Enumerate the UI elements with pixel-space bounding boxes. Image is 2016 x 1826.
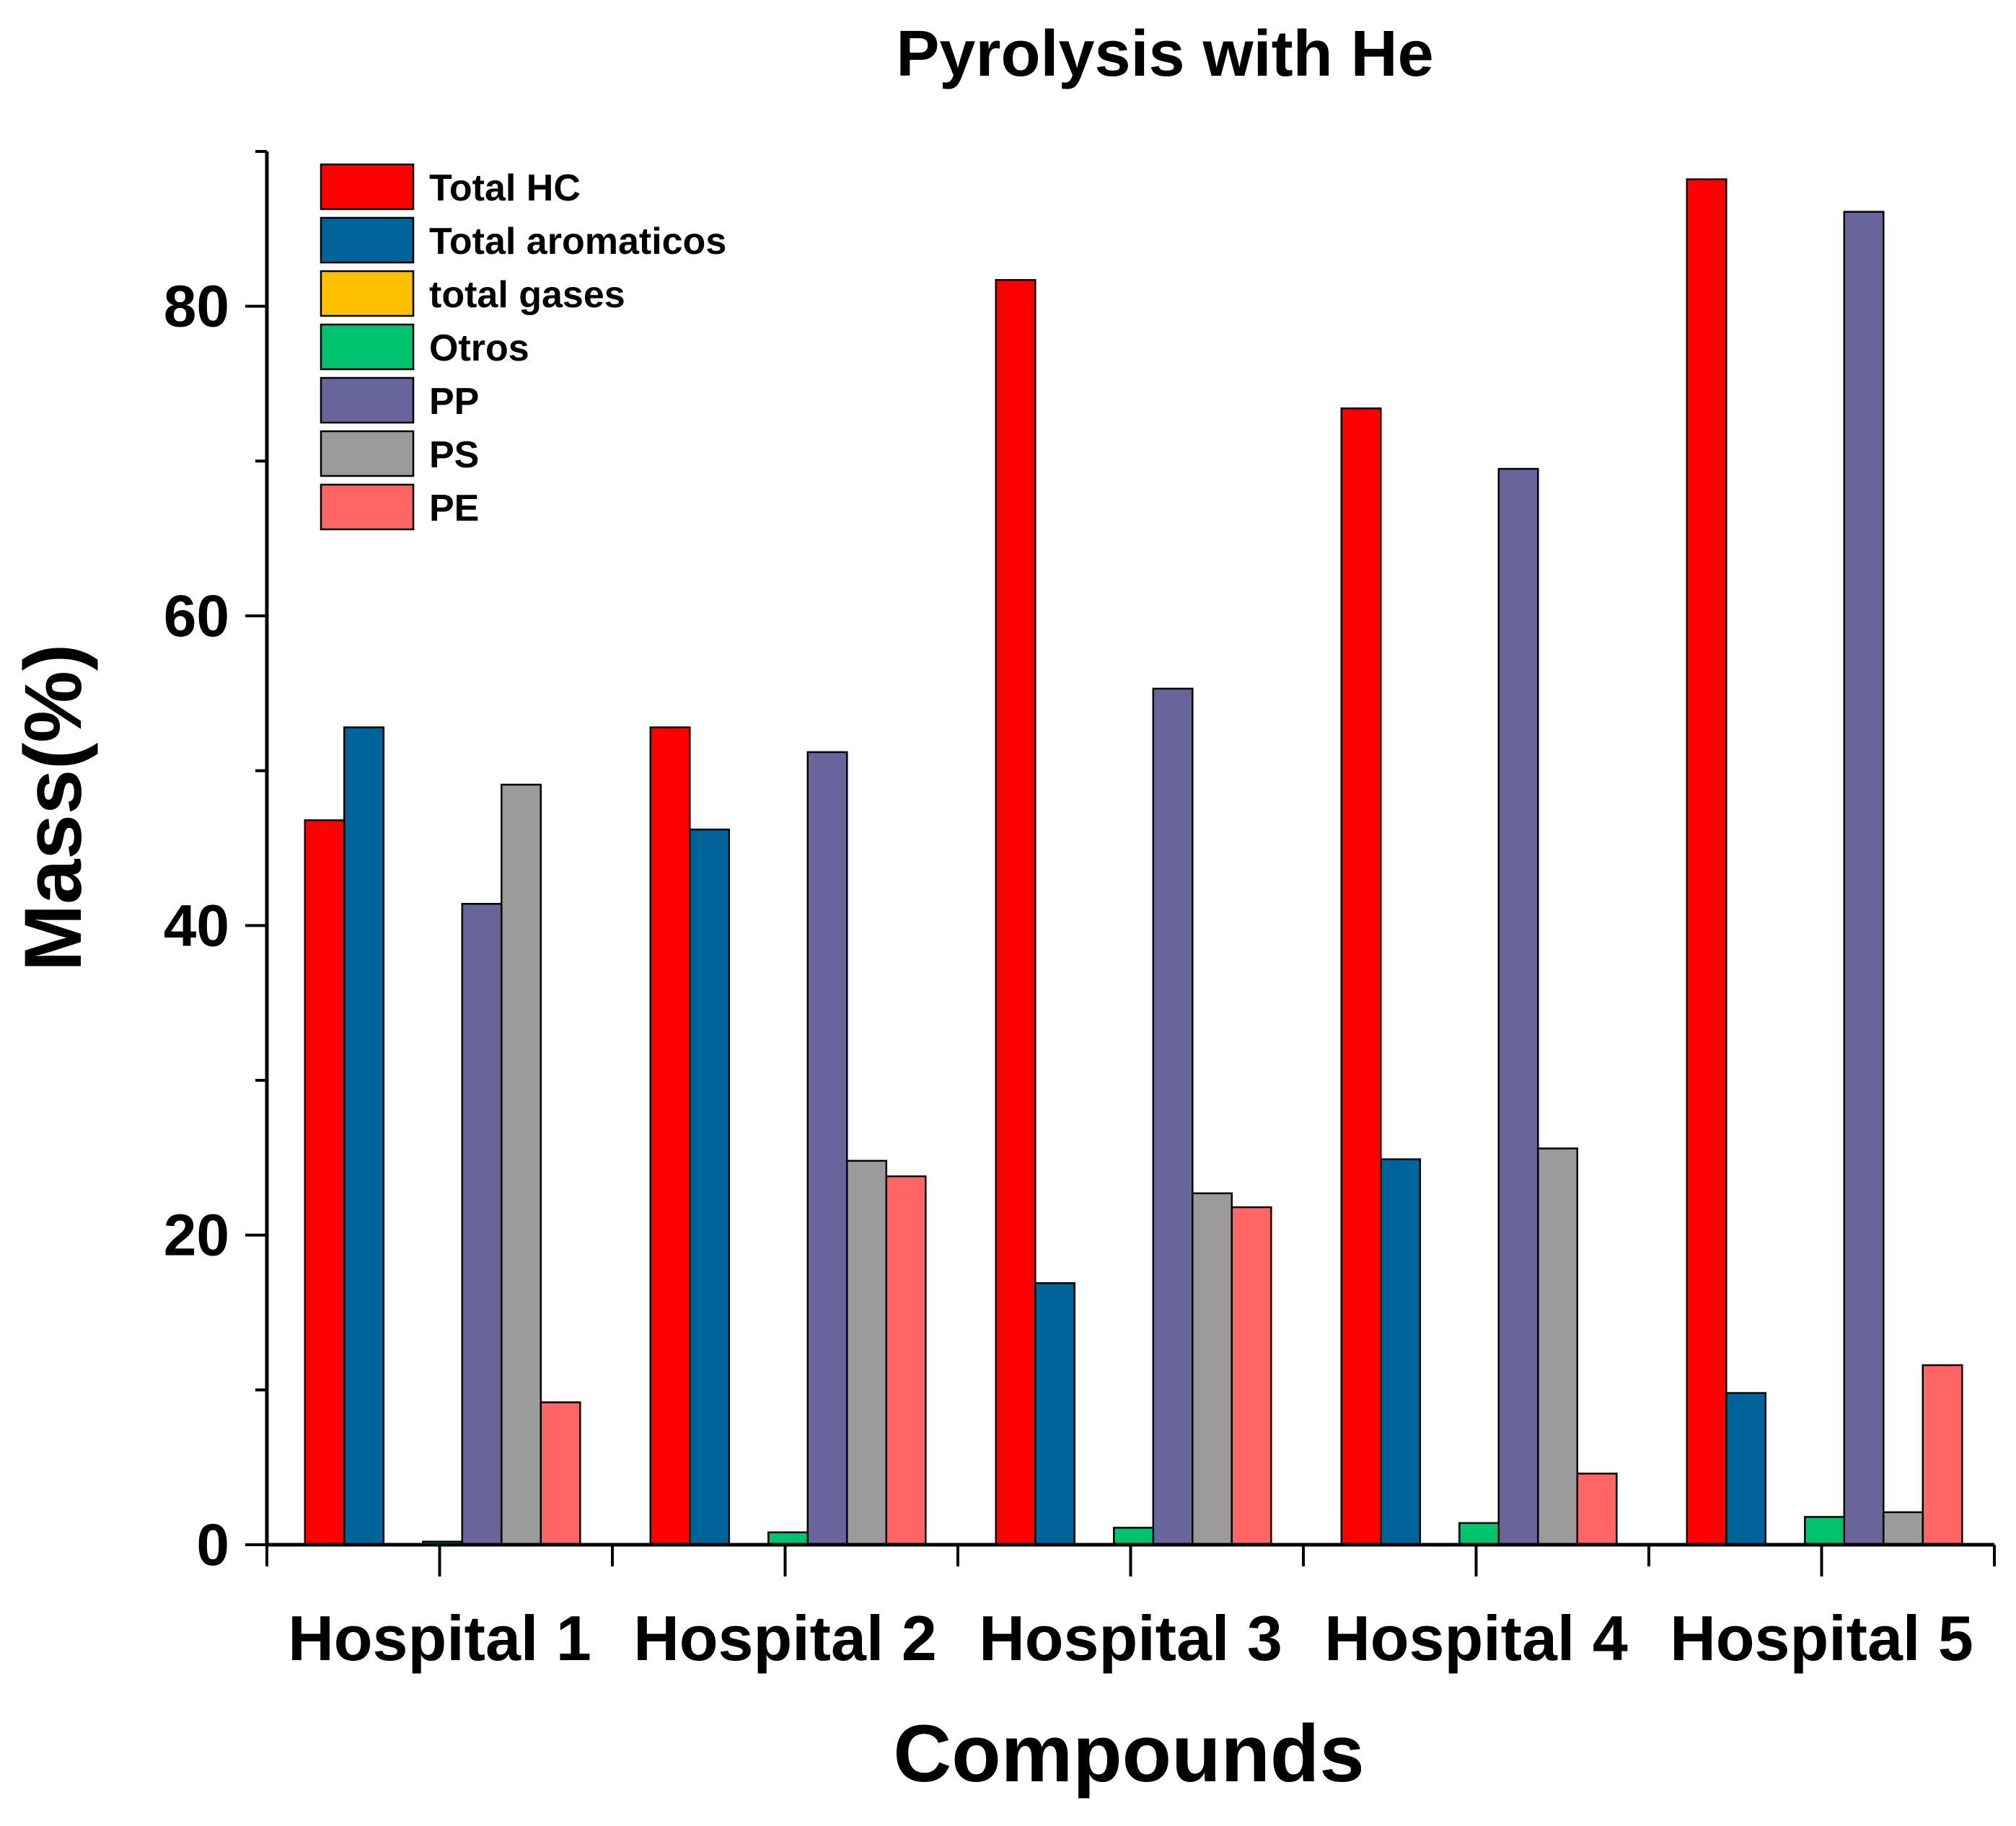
y-tick-label-60: 60 <box>164 583 229 649</box>
legend-label-pp: PP <box>429 381 479 423</box>
y-tick-label-20: 20 <box>164 1203 229 1269</box>
bar-otros-2 <box>767 1531 809 1546</box>
x-tick-label-4: Hospital 4 <box>1324 1602 1628 1674</box>
x-axis-label: Compounds <box>893 1708 1364 1799</box>
bar-pe-5 <box>1922 1364 1963 1546</box>
bar-pp-3 <box>1152 687 1194 1546</box>
bar-total-hc-3 <box>995 278 1036 1546</box>
y-tick-label-0: 0 <box>196 1512 229 1578</box>
bar-total-aromaticos-4 <box>1380 1158 1422 1546</box>
bar-pe-4 <box>1576 1473 1618 1546</box>
bar-pp-4 <box>1497 467 1539 1546</box>
bar-pp-5 <box>1843 211 1885 1546</box>
bar-ps-2 <box>846 1160 888 1546</box>
legend-swatch-total-hc <box>320 163 415 211</box>
bar-total-hc-4 <box>1340 407 1382 1546</box>
legend-label-total-aromaticos: Total aromaticos <box>429 221 726 263</box>
x-tick-label-3: Hospital 3 <box>979 1602 1282 1674</box>
legend: Total HC Total aromaticos total gases Otros… <box>320 163 726 531</box>
bar-total-aromaticos-5 <box>1725 1392 1767 1546</box>
bar-otros-3 <box>1113 1527 1155 1546</box>
bar-otros-5 <box>1804 1516 1846 1546</box>
legend-swatch-total-gases <box>320 270 415 317</box>
legend-swatch-total-aromaticos <box>320 216 415 264</box>
x-tick-label-1: Hospital 1 <box>288 1602 591 1674</box>
bar-pe-1 <box>540 1401 581 1546</box>
legend-swatch-otros <box>320 323 415 371</box>
bar-pp-2 <box>806 751 848 1546</box>
bar-otros-4 <box>1458 1522 1500 1546</box>
bar-ps-4 <box>1537 1147 1579 1546</box>
legend-label-total-hc: Total HC <box>429 167 581 209</box>
bar-pe-2 <box>885 1175 927 1546</box>
y-tick-label-80: 80 <box>164 274 229 340</box>
bar-ps-3 <box>1192 1192 1233 1546</box>
bars-group <box>304 178 1963 1546</box>
x-tick-label-5: Hospital 5 <box>1670 1602 1973 1674</box>
bar-total-aromaticos-3 <box>1034 1282 1076 1546</box>
bar-pp-1 <box>461 903 503 1546</box>
y-tick-label-40: 40 <box>164 893 229 958</box>
bar-ps-5 <box>1883 1511 1924 1546</box>
legend-swatch-pe <box>320 483 415 531</box>
bar-total-hc-2 <box>649 726 691 1546</box>
bar-pe-3 <box>1231 1206 1272 1546</box>
bar-total-hc-1 <box>304 819 345 1546</box>
x-tick-label-2: Hospital 2 <box>633 1602 937 1674</box>
chart-title: Pyrolysis with He <box>896 18 1433 90</box>
legend-swatch-ps <box>320 430 415 477</box>
legend-label-ps: PS <box>429 434 479 476</box>
y-axis-label: Mass(%) <box>8 644 98 971</box>
bar-total-aromaticos-2 <box>689 828 731 1546</box>
bar-ps-1 <box>501 783 542 1546</box>
bar-total-hc-5 <box>1686 178 1727 1546</box>
legend-label-pe: PE <box>429 488 479 529</box>
axes-group: 0 20 40 60 80 Hospital 1 Hospital 2 Hospital 3 H… <box>164 150 1996 1674</box>
bar-total-aromaticos-1 <box>343 726 385 1546</box>
legend-swatch-pp <box>320 376 415 424</box>
legend-label-otros: Otros <box>429 327 529 369</box>
legend-label-total-gases: total gases <box>429 274 625 316</box>
